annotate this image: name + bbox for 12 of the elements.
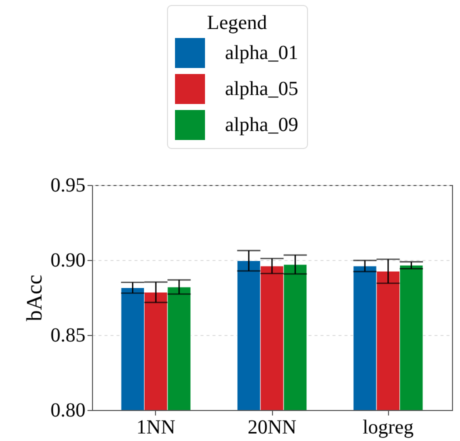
x-tick-label: 1NN	[136, 416, 176, 438]
legend-label: alpha_01	[225, 42, 298, 64]
legend-label: alpha_09	[225, 114, 298, 136]
legend-label: alpha_05	[225, 78, 298, 100]
legend-title: Legend	[207, 12, 267, 34]
y-tick-label: 0.90	[50, 250, 86, 272]
x-tick-label: 20NN	[248, 416, 296, 438]
y-tick-label: 0.80	[50, 400, 86, 422]
y-tick-label: 0.95	[50, 174, 86, 196]
y-tick-label: 0.85	[50, 324, 86, 346]
x-tick-label: logreg	[362, 416, 414, 438]
y-axis-title: bAcc	[22, 274, 46, 322]
